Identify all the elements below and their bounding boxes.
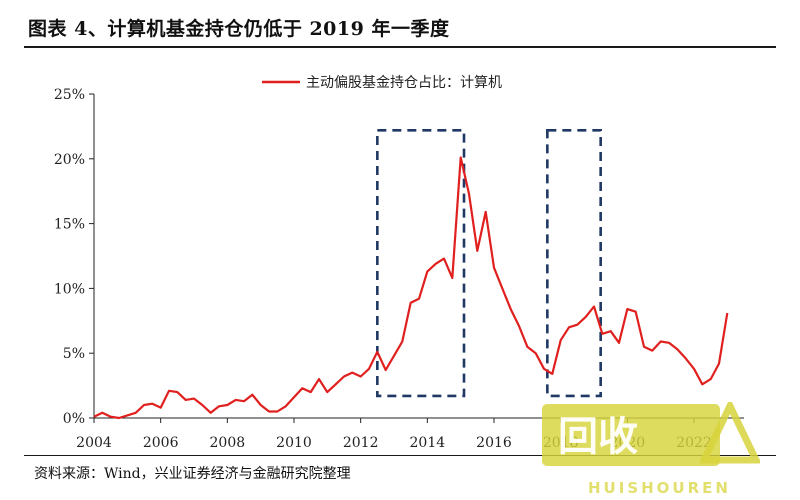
watermark-logo-box: 回收: [542, 404, 720, 466]
x-tick-label: 2006: [143, 435, 179, 451]
x-tick-label: 2004: [76, 435, 112, 451]
y-axis: 0% 5% 10% 15% 20% 25%: [54, 87, 95, 427]
legend: 主动偏股基金持仓占比：计算机: [262, 74, 502, 91]
title-divider: [24, 46, 776, 48]
source-note: 资料来源：Wind，兴业证券经济与金融研究院整理: [34, 466, 351, 482]
watermark-text: HUISHOUREN: [588, 479, 731, 497]
y-tick-label: 0%: [63, 411, 85, 427]
y-tick-label: 10%: [54, 281, 85, 297]
figure-title: 图表 4、计算机基金持仓仍低于 2019 年一季度: [28, 18, 450, 40]
legend-label: 主动偏股基金持仓占比：计算机: [306, 74, 502, 91]
footer-divider: [24, 455, 776, 456]
y-tick-label: 15%: [54, 217, 85, 233]
highlight-boxes: [376, 128, 602, 398]
highlight-box: [546, 128, 602, 398]
x-tick-label: 2008: [210, 435, 246, 451]
watermark-glyphs: 回收: [558, 414, 638, 460]
y-tick-label: 5%: [63, 346, 85, 362]
y-tick-label: 25%: [54, 87, 85, 103]
series-group: [93, 156, 729, 420]
y-tick-label: 20%: [54, 152, 85, 168]
watermark-recycle-icon: [700, 402, 760, 464]
x-tick-label: 2014: [410, 435, 446, 451]
x-tick-label: 2010: [276, 435, 312, 451]
highlight-box: [376, 128, 466, 398]
x-tick-label: 2016: [476, 435, 512, 451]
x-tick-label: 2012: [343, 435, 379, 451]
series-line: [93, 156, 729, 420]
